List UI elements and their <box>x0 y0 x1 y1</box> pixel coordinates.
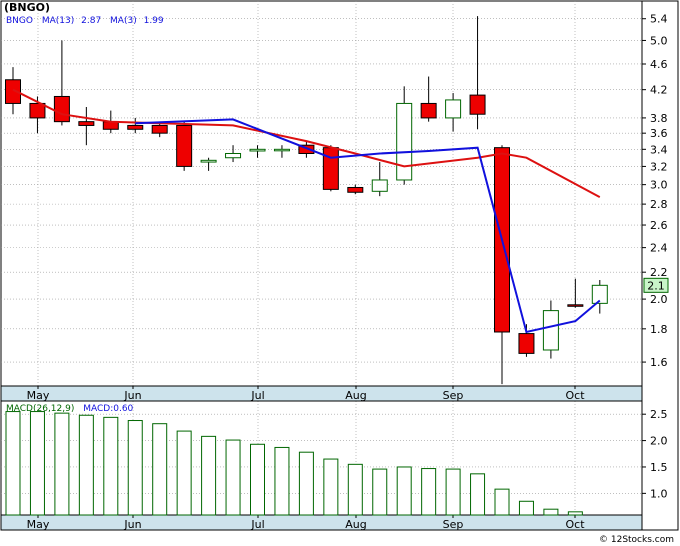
date-tick-label: Jun <box>123 389 141 402</box>
candle-body <box>29 102 46 119</box>
date-tick-label: Jul <box>250 389 264 402</box>
candle-body <box>469 94 486 115</box>
candle-body <box>445 99 462 119</box>
macd-bar <box>323 458 339 516</box>
price-tick-label: 3.2 <box>650 160 668 173</box>
date-tick-label: Sep <box>443 518 464 531</box>
macd-bar <box>274 446 290 516</box>
legend-macd-value: MACD:0.60 <box>83 404 134 414</box>
price-tick-label: 4.6 <box>650 58 668 71</box>
candle-body <box>151 124 168 134</box>
candle-body <box>567 304 584 307</box>
macd-bar <box>29 411 45 516</box>
candle-body <box>591 284 608 304</box>
macd-tick-label: 2.5 <box>650 408 668 421</box>
macd-bar <box>201 435 217 516</box>
date-tick-label: May <box>27 389 50 402</box>
macd-bar <box>470 473 486 516</box>
candle-body <box>518 333 535 354</box>
candle-body <box>396 102 413 181</box>
date-tick-label: May <box>27 518 50 531</box>
candle-body <box>5 79 21 104</box>
date-tick-label: Oct <box>565 518 585 531</box>
macd-bar <box>421 468 437 516</box>
macd-bar <box>543 508 559 516</box>
candle-body <box>200 159 217 163</box>
price-tick-label: 3.4 <box>650 143 668 156</box>
macd-bar <box>5 411 21 516</box>
macd-legend: MACD(26,12,9) MACD:0.60 <box>6 404 139 414</box>
macd-bar <box>78 414 94 516</box>
macd-bar <box>298 451 314 516</box>
legend-ma3-value: 1.99 <box>143 16 164 26</box>
candle-body <box>225 152 242 159</box>
candle-body <box>347 186 364 193</box>
candle-body <box>322 147 339 190</box>
macd-bar <box>347 463 363 516</box>
legend-ticker: BNGO <box>6 16 33 26</box>
macd-bar <box>54 412 70 516</box>
price-tick-label: 1.8 <box>650 323 668 336</box>
date-tick-label: Sep <box>443 389 464 402</box>
macd-tick-label: 2.0 <box>650 435 668 448</box>
last-price-badge <box>643 277 669 293</box>
last-price-label: 2.1 <box>647 279 665 292</box>
price-tick-label: 3.6 <box>650 127 668 140</box>
price-tick-label: 2.8 <box>650 198 668 211</box>
chart-title: (BNGO) <box>4 1 51 14</box>
candle-body <box>249 148 266 152</box>
price-date-band <box>0 385 643 402</box>
macd-bar <box>396 466 412 516</box>
macd-bar <box>103 416 119 516</box>
price-tick-label: 3.8 <box>650 112 668 125</box>
macd-bar <box>127 420 143 516</box>
candle-body <box>53 95 70 123</box>
date-tick-label: Oct <box>565 389 585 402</box>
macd-bar <box>152 423 168 516</box>
candle-body <box>127 124 144 130</box>
price-tick-label: 2.4 <box>650 242 668 255</box>
macd-bar <box>225 439 241 516</box>
ma13-line <box>12 88 601 198</box>
macd-bar <box>567 511 583 516</box>
footer-credit: © 12Stocks.com <box>599 535 674 545</box>
legend-ma13-value: 2.87 <box>81 16 102 26</box>
candle-body <box>273 148 290 152</box>
candle-body <box>78 121 95 126</box>
candle-body <box>371 179 388 192</box>
price-tick-label: 3.0 <box>650 179 668 192</box>
macd-bar <box>518 500 534 516</box>
price-tick-label: 2.0 <box>650 293 668 306</box>
candle-body <box>420 102 437 119</box>
price-tick-label: 5.0 <box>650 34 668 47</box>
macd-bar <box>494 488 510 516</box>
price-tick-label: 1.6 <box>650 356 668 369</box>
date-tick-label: Jun <box>123 518 141 531</box>
macd-bar <box>372 468 388 516</box>
date-tick-label: Aug <box>345 389 366 402</box>
price-legend: BNGO MA(13) 2.87 MA(3) 1.99 <box>6 16 170 26</box>
date-tick-label: Jul <box>250 518 264 531</box>
price-tick-label: 5.4 <box>650 13 668 26</box>
candle-body <box>298 144 315 154</box>
price-tick-label: 2.6 <box>650 219 668 232</box>
ma3-line <box>135 118 601 334</box>
macd-date-band <box>0 514 643 531</box>
macd-bar <box>176 430 192 516</box>
candle-body <box>176 124 193 167</box>
macd-bar <box>250 443 265 516</box>
macd-bar <box>445 468 461 516</box>
price-tick-label: 4.2 <box>650 84 668 97</box>
chart-frame <box>0 0 679 531</box>
price-tick-label: 2.2 <box>650 266 668 279</box>
legend-ma13-label: MA(13) <box>41 16 75 26</box>
candle-body <box>542 310 559 351</box>
legend-ma3-label: MA(3) <box>110 16 137 26</box>
macd-tick-label: 1.0 <box>650 487 668 500</box>
date-tick-label: Aug <box>345 518 366 531</box>
legend-macd-params: MACD(26,12,9) <box>6 404 75 414</box>
macd-tick-label: 1.5 <box>650 461 668 474</box>
